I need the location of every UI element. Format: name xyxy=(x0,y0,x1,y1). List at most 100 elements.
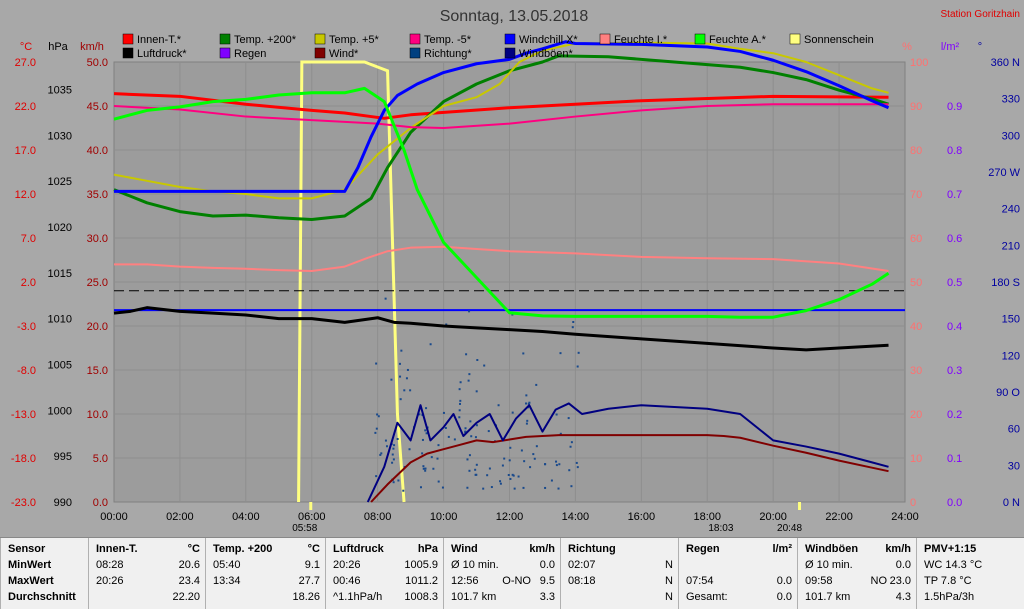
direction-dot xyxy=(511,411,514,414)
stats-header: Temp. +200 xyxy=(213,543,273,555)
wind-tick-label: 30.0 xyxy=(87,233,108,245)
axes: 27.0 22.0 17.0 12.0 7.0 2.0 -3.0 -8.0 -13.0 -18.0… xyxy=(11,41,1021,534)
stats-value: 9.5 xyxy=(539,575,555,587)
x-tick-label: 02:00 xyxy=(166,511,194,523)
axis-unit-label: ° xyxy=(978,41,982,53)
temp-tick-label: 17.0 xyxy=(15,145,36,157)
moon-time: 18:03 xyxy=(708,523,733,534)
direction-dot xyxy=(397,479,400,482)
reference-lines xyxy=(114,290,905,312)
stats-column: PMV+1:15 WC 14.3 °C TP 7.8 °C 1.5hPa/3h xyxy=(916,538,1024,609)
rain-tick-label: 0.0 xyxy=(947,497,962,509)
direction-dot xyxy=(569,445,572,448)
direction-dot xyxy=(577,351,580,354)
direction-dot xyxy=(436,457,439,460)
x-tick-label: 14:00 xyxy=(562,511,590,523)
direction-dot xyxy=(375,427,378,430)
direction-dot xyxy=(377,415,380,418)
pressure-tick-label: 1020 xyxy=(48,222,72,234)
direction-dot xyxy=(522,352,525,355)
stats-value: 0.0 xyxy=(895,559,911,571)
direction-tick-label: 270 W xyxy=(988,167,1020,179)
legend-label: Luftdruck* xyxy=(137,48,187,60)
stats-column: Richtung 02:07 08:18 N N N xyxy=(560,538,679,609)
stats-header: Windböen xyxy=(805,543,859,555)
direction-dot xyxy=(558,463,561,466)
pressure-tick-label: 1005 xyxy=(48,360,72,372)
direction-dot xyxy=(520,449,523,452)
rain-tick-label: 0.3 xyxy=(947,365,962,377)
rain-tick-label: 0.9 xyxy=(947,101,962,113)
temp-tick-label: -8.0 xyxy=(17,365,36,377)
direction-dot xyxy=(458,416,461,419)
stats-column: Wind km/h Ø 10 min. 12:56 101.7 km O-NO 0.0 9.5… xyxy=(443,538,561,609)
stats-unit: hPa xyxy=(417,543,438,555)
direction-dot xyxy=(555,413,558,416)
direction-dot xyxy=(483,364,486,367)
humidity-tick-label: 90 xyxy=(910,101,922,113)
legend: Innen-T.* Temp. +200* Temp. +5* Temp. -5* Wi… xyxy=(122,33,874,60)
direction-dot xyxy=(487,430,490,433)
series-line xyxy=(113,86,890,319)
direction-dot xyxy=(467,379,470,382)
rain-tick-label: 0.6 xyxy=(947,233,962,245)
stats-value: N xyxy=(665,575,673,587)
stats-column: Temp. +200 °C 05:40 13:34 9.1 27.7 18.26 xyxy=(205,538,326,609)
direction-dot xyxy=(421,438,424,441)
direction-dot xyxy=(482,487,485,490)
series-line xyxy=(113,54,889,222)
legend-label: Temp. +5* xyxy=(329,34,380,46)
stats-header: Sensor xyxy=(8,543,46,555)
legend-swatch xyxy=(599,33,611,45)
direction-dot xyxy=(575,461,578,464)
direction-dot xyxy=(429,343,432,346)
direction-dot xyxy=(385,445,388,448)
wind-tick-label: 40.0 xyxy=(87,145,108,157)
stats-value: 1008.3 xyxy=(404,591,438,603)
stats-unit: °C xyxy=(307,543,320,555)
rain-tick-label: 0.8 xyxy=(947,145,962,157)
direction-dot xyxy=(380,452,383,455)
stats-value: 20.6 xyxy=(178,559,200,571)
pressure-tick-label: 1025 xyxy=(48,176,72,188)
legend-swatch xyxy=(789,33,801,45)
direction-dot xyxy=(430,456,433,459)
direction-dot xyxy=(488,467,491,470)
direction-dot xyxy=(512,474,515,477)
humidity-tick-label: 80 xyxy=(910,145,922,157)
direction-dot xyxy=(408,448,411,451)
stats-time: 12:56 xyxy=(451,575,479,587)
direction-dot xyxy=(509,477,512,480)
direction-dot xyxy=(432,467,435,470)
wind-tick-label: 20.0 xyxy=(87,321,108,333)
direction-dot xyxy=(528,401,531,404)
direction-dot xyxy=(469,420,472,423)
stats-time: 09:58 xyxy=(805,575,833,587)
direction-dot xyxy=(421,452,424,455)
direction-dot xyxy=(535,445,538,448)
x-tick-label: 18:00 xyxy=(693,511,721,523)
series-line xyxy=(113,306,889,352)
direction-dot xyxy=(503,457,506,460)
humidity-tick-label: 10 xyxy=(910,453,922,465)
direction-dot xyxy=(499,480,502,483)
direction-dot xyxy=(422,467,425,470)
direction-dot xyxy=(517,475,520,478)
x-tick-label: 00:00 xyxy=(100,511,128,523)
stats-value: 0.0 xyxy=(539,559,555,571)
legend-label: Windchill X* xyxy=(519,34,578,46)
direction-dot xyxy=(447,435,450,438)
wind-tick-label: 25.0 xyxy=(87,277,108,289)
stats-time: 13:34 xyxy=(213,575,241,587)
direction-dot xyxy=(374,431,377,434)
direction-dot xyxy=(559,352,562,355)
series-line xyxy=(114,245,889,272)
x-tick-label: 10:00 xyxy=(430,511,458,523)
direction-tick-label: 60 xyxy=(1008,424,1020,436)
direction-dot xyxy=(501,464,504,467)
direction-dot xyxy=(570,441,573,444)
stats-header: Innen-T. xyxy=(96,543,138,555)
direction-tick-label: 240 xyxy=(1002,204,1020,216)
direction-tick-label: 150 xyxy=(1002,314,1020,326)
direction-tick-label: 30 xyxy=(1008,460,1020,472)
